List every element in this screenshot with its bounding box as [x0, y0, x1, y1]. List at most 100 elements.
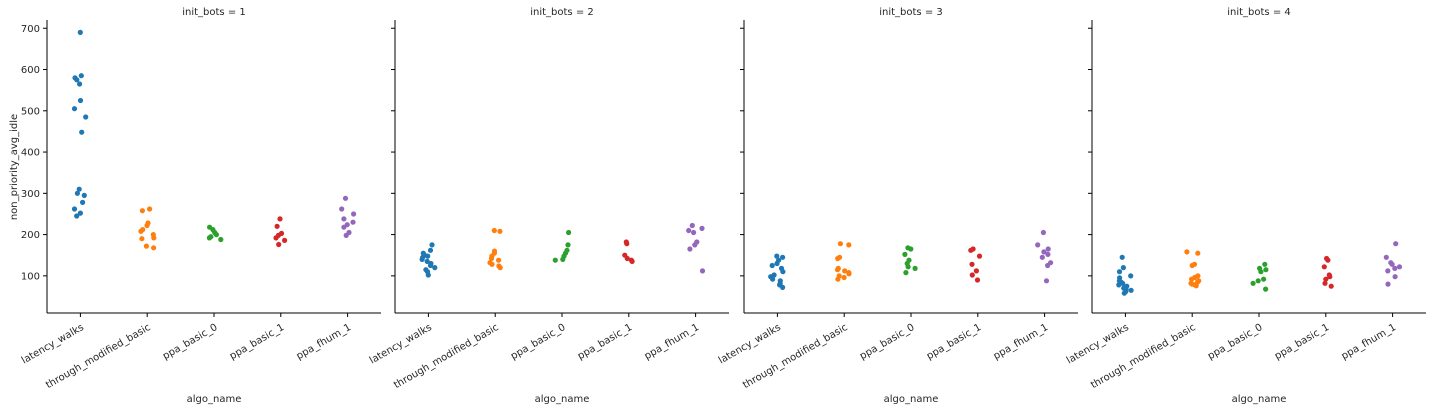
- data-point: [1184, 249, 1190, 255]
- data-point: [419, 256, 425, 262]
- data-point: [350, 219, 356, 225]
- data-point: [1261, 276, 1267, 282]
- data-point: [78, 73, 84, 79]
- data-point: [1392, 274, 1398, 280]
- panel-title: init_bots = 2: [530, 7, 594, 18]
- data-point: [144, 222, 150, 229]
- x-tick-label: latency_walks: [1065, 322, 1131, 366]
- data-point: [79, 129, 85, 135]
- data-point: [1392, 265, 1398, 271]
- data-point: [1250, 280, 1256, 286]
- data-point: [686, 227, 692, 234]
- data-point: [902, 251, 908, 257]
- data-point: [497, 265, 503, 271]
- y-tick-label: 200: [21, 230, 40, 241]
- data-point: [139, 208, 145, 214]
- data-point: [1263, 267, 1269, 273]
- x-tick-label: through_modified_basic: [1089, 322, 1198, 391]
- data-point: [908, 246, 914, 252]
- panel-2: init_bots = 2 latency_walksthrough_modifi…: [368, 7, 729, 405]
- data-point: [1321, 264, 1327, 270]
- data-point: [691, 229, 697, 236]
- panel-3: init_bots = 3 latency_walksthrough_modifi…: [717, 7, 1078, 405]
- data-point: [151, 235, 157, 241]
- data-point: [1393, 241, 1399, 247]
- panel-title: init_bots = 1: [182, 7, 246, 18]
- data-point: [774, 260, 780, 267]
- x-tick-label: ppa_basic_0: [161, 322, 219, 362]
- data-point: [77, 81, 83, 87]
- data-point: [274, 223, 280, 229]
- data-point: [427, 247, 434, 253]
- data-point: [973, 268, 980, 274]
- x-tick-label: through_modified_basic: [741, 322, 850, 391]
- data-point: [429, 242, 435, 248]
- data-point: [273, 235, 279, 241]
- data-point: [1389, 261, 1395, 267]
- y-tick-label: 500: [21, 106, 40, 117]
- x-tick-label: ppa_basic_0: [509, 322, 567, 362]
- x-tick-label: ppa_basic_1: [576, 322, 634, 362]
- data-point: [218, 236, 224, 243]
- data-point: [566, 229, 572, 236]
- data-point: [277, 216, 283, 222]
- data-point: [774, 253, 780, 259]
- data-point: [77, 97, 84, 104]
- data-point: [71, 106, 78, 112]
- x-axis-label: algo_name: [535, 394, 590, 405]
- data-point: [1045, 246, 1051, 252]
- data-point: [1045, 262, 1051, 269]
- data-point: [138, 228, 144, 234]
- data-point: [81, 192, 87, 198]
- data-point: [1195, 250, 1201, 256]
- data-point: [1258, 269, 1264, 275]
- x-tick-label: through_modified_basic: [392, 322, 501, 391]
- data-point: [151, 245, 157, 251]
- x-tick-label: ppa_basic_0: [858, 322, 916, 362]
- data-point: [769, 262, 775, 269]
- data-point: [1035, 242, 1041, 248]
- data-point: [1255, 278, 1261, 284]
- x-axis-label: algo_name: [187, 394, 242, 405]
- y-tick-label: 600: [21, 65, 40, 76]
- panel-title: init_bots = 3: [879, 7, 943, 18]
- data-point: [143, 243, 149, 249]
- data-point: [834, 267, 841, 273]
- data-point: [846, 271, 852, 277]
- x-tick-label: ppa_basic_1: [228, 322, 286, 362]
- y-tick-label: 700: [21, 24, 40, 35]
- data-point: [74, 77, 80, 83]
- data-point: [83, 114, 89, 120]
- data-point: [139, 236, 145, 242]
- data-point: [903, 270, 909, 276]
- data-point: [692, 242, 698, 248]
- x-tick-label: ppa_basic_0: [1206, 322, 1264, 362]
- data-point: [1039, 254, 1045, 260]
- data-point: [276, 241, 282, 248]
- data-point: [427, 262, 434, 269]
- data-point: [71, 206, 78, 212]
- data-point: [213, 232, 219, 238]
- data-point: [770, 276, 776, 282]
- data-point: [1262, 261, 1268, 267]
- data-point: [1120, 280, 1126, 286]
- data-point: [1043, 278, 1050, 284]
- data-point: [624, 255, 630, 262]
- x-tick-label: ppa_fhum_1: [992, 322, 1050, 362]
- data-point: [1327, 274, 1333, 280]
- y-tick-label: 300: [21, 189, 40, 200]
- data-point: [497, 228, 503, 234]
- data-point: [837, 241, 844, 247]
- data-point: [1119, 254, 1125, 260]
- data-point: [1385, 281, 1391, 287]
- data-point: [339, 206, 345, 212]
- data-point: [1121, 290, 1127, 296]
- data-point: [491, 227, 497, 234]
- data-point: [689, 222, 695, 229]
- data-point: [552, 257, 558, 263]
- data-point: [565, 242, 571, 248]
- data-point: [835, 276, 841, 282]
- x-tick-label: latency_walks: [20, 322, 86, 366]
- data-point: [905, 264, 911, 270]
- data-point: [1189, 262, 1195, 269]
